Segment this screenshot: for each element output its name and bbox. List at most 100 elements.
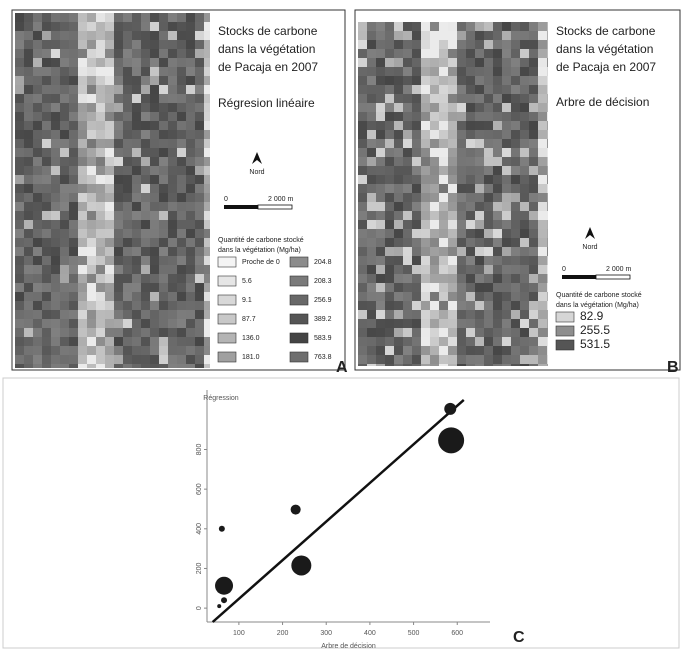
- map-texture: [547, 265, 548, 274]
- map-texture: [538, 94, 547, 103]
- map-texture: [69, 157, 78, 166]
- map-texture: [141, 184, 150, 193]
- map-texture: [502, 175, 511, 184]
- map-texture: [69, 148, 78, 157]
- map-texture: [385, 337, 394, 346]
- map-texture: [69, 103, 78, 112]
- map-texture: [484, 40, 493, 49]
- map-texture: [132, 301, 141, 310]
- map-texture: [493, 148, 502, 157]
- map-texture: [51, 364, 60, 368]
- map-texture: [204, 58, 210, 67]
- map-texture: [168, 22, 177, 31]
- map-texture: [358, 130, 367, 139]
- map-texture: [114, 202, 123, 211]
- map-texture: [69, 283, 78, 292]
- map-texture: [33, 40, 42, 49]
- map-texture: [15, 346, 24, 355]
- map-texture: [457, 292, 466, 301]
- map-texture: [15, 22, 24, 31]
- map-texture: [367, 166, 376, 175]
- map-texture: [412, 328, 421, 337]
- map-texture: [403, 256, 412, 265]
- map-texture: [430, 184, 439, 193]
- map-texture: [430, 337, 439, 346]
- map-texture: [376, 157, 385, 166]
- map-texture: [484, 202, 493, 211]
- map-texture: [466, 175, 475, 184]
- map-texture: [502, 184, 511, 193]
- map-texture: [484, 175, 493, 184]
- map-texture: [430, 319, 439, 328]
- map-texture: [87, 112, 96, 121]
- map-texture: [186, 157, 195, 166]
- map-texture: [177, 355, 186, 364]
- map-texture: [69, 211, 78, 220]
- map-texture: [412, 346, 421, 355]
- map-texture: [186, 265, 195, 274]
- map-texture: [78, 355, 87, 364]
- map-texture: [358, 67, 367, 76]
- map-texture: [529, 301, 538, 310]
- map-texture: [376, 49, 385, 58]
- map-texture: [141, 247, 150, 256]
- map-texture: [15, 85, 24, 94]
- map-texture: [538, 301, 547, 310]
- map-texture: [475, 58, 484, 67]
- map-texture: [15, 274, 24, 283]
- map-texture: [484, 220, 493, 229]
- map-texture: [69, 247, 78, 256]
- map-texture: [132, 193, 141, 202]
- map-texture: [123, 265, 132, 274]
- map-texture: [33, 292, 42, 301]
- map-texture: [69, 49, 78, 58]
- map-texture: [403, 247, 412, 256]
- legend-label: 5.6: [242, 278, 252, 285]
- map-texture: [159, 121, 168, 130]
- map-texture: [457, 157, 466, 166]
- map-texture: [367, 202, 376, 211]
- map-texture: [367, 220, 376, 229]
- map-texture: [42, 283, 51, 292]
- map-texture: [520, 328, 529, 337]
- map-texture: [186, 112, 195, 121]
- map-texture: [123, 166, 132, 175]
- map-texture: [78, 22, 87, 31]
- map-texture: [358, 337, 367, 346]
- map-texture: [466, 31, 475, 40]
- scale-bar: [562, 275, 596, 279]
- map-texture: [439, 301, 448, 310]
- map-texture: [385, 148, 394, 157]
- map-texture: [24, 202, 33, 211]
- map-texture: [168, 355, 177, 364]
- map-texture: [493, 58, 502, 67]
- map-texture: [493, 202, 502, 211]
- map-texture: [150, 76, 159, 85]
- map-texture: [168, 13, 177, 22]
- map-texture: [69, 364, 78, 368]
- map-texture: [403, 193, 412, 202]
- map-texture: [141, 238, 150, 247]
- map-texture: [87, 202, 96, 211]
- map-texture: [132, 265, 141, 274]
- map-texture: [51, 229, 60, 238]
- map-texture: [114, 301, 123, 310]
- map-texture: [385, 220, 394, 229]
- north-arrow: [252, 152, 262, 164]
- map-texture: [439, 229, 448, 238]
- map-texture: [448, 274, 457, 283]
- map-texture: [24, 67, 33, 76]
- map-texture: [132, 229, 141, 238]
- map-texture: [430, 112, 439, 121]
- map-texture: [123, 337, 132, 346]
- map-texture: [114, 355, 123, 364]
- map-texture: [394, 292, 403, 301]
- map-texture: [204, 31, 210, 40]
- map-texture: [150, 247, 159, 256]
- map-texture: [123, 238, 132, 247]
- map-texture: [457, 112, 466, 121]
- map-texture: [186, 274, 195, 283]
- map-texture: [105, 103, 114, 112]
- map-texture: [51, 220, 60, 229]
- map-texture: [168, 103, 177, 112]
